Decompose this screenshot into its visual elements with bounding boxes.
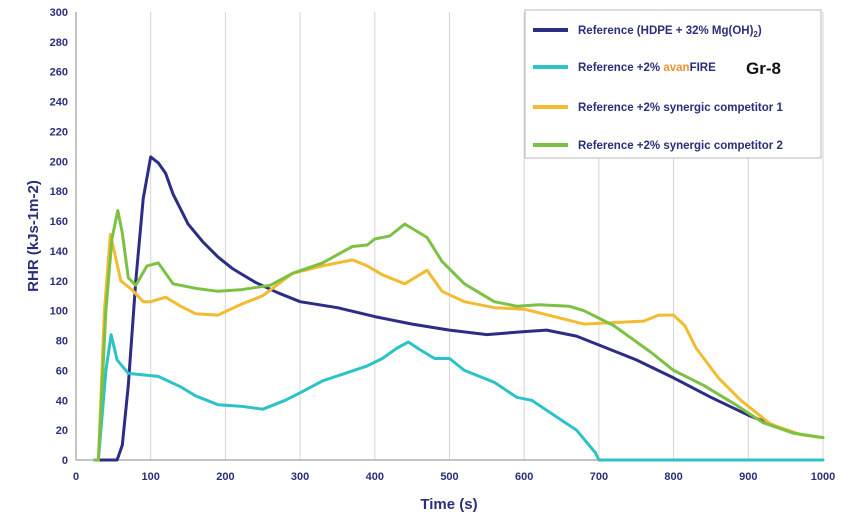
x-tick-label: 400 [366,471,384,483]
y-tick-label: 280 [50,37,68,49]
y-tick-label: 160 [50,216,68,228]
x-tick-label: 600 [515,471,533,483]
y-tick-label: 220 [50,126,68,138]
x-tick-label: 300 [291,471,309,483]
y-tick-label: 140 [50,246,68,258]
series-line [93,155,780,462]
y-tick-label: 260 [50,67,68,79]
legend-label-part: ) [758,25,762,37]
legend-label: Reference (HDPE + 32% Mg(OH)2) [578,25,762,39]
series-line [93,233,825,462]
x-tick-label: 500 [440,471,458,483]
x-tick-labels: 0 100 200 300 400 500 600 700 800 900 1000 [73,471,835,483]
y-tick-label: 100 [50,306,68,318]
legend-label-accent: avan [663,62,689,74]
legend-label: Reference +2% synergic competitor 2 [578,140,783,152]
legend-label: Reference +2% synergic competitor 1 [578,102,783,114]
y-tick-label: 240 [50,97,68,109]
x-axis-title: Time (s) [420,496,477,513]
x-tick-label: 200 [216,471,234,483]
series-lines [93,155,825,462]
y-tick-label: 0 [62,455,68,467]
y-tick-label: 200 [50,156,68,168]
y-tick-label: 120 [50,276,68,288]
x-tick-label: 700 [590,471,608,483]
legend-label-part: Reference (HDPE + 32% Mg(OH) [578,25,754,37]
y-tick-label: 20 [56,425,68,437]
legend-label-subscript: 2 [753,30,758,39]
series-line [93,333,825,462]
x-tick-label: 0 [73,471,79,483]
y-tick-label: 40 [56,395,68,407]
y-tick-label: 300 [50,7,68,19]
series-line [93,209,825,462]
y-tick-label: 180 [50,186,68,198]
x-tick-label: 1000 [811,471,835,483]
legend: Reference (HDPE + 32% Mg(OH)2) Reference… [524,9,822,159]
x-tick-label: 800 [664,471,682,483]
legend-label: Reference +2% avanFIRE [578,62,716,74]
y-axis-title: RHR (kJs-1m-2) [25,180,42,292]
x-tick-label: 900 [739,471,757,483]
y-tick-label: 60 [56,365,68,377]
y-tick-labels: 0 20 40 60 80 100 120 140 160 180 200 220 240 260 280 3… [50,7,68,467]
legend-tag: Gr-8 [746,59,781,78]
x-tick-label: 100 [142,471,160,483]
y-tick-label: 80 [56,336,68,348]
legend-label-part: FIRE [690,62,717,74]
legend-label-part: Reference +2% [578,62,663,74]
legend-box [524,9,822,159]
